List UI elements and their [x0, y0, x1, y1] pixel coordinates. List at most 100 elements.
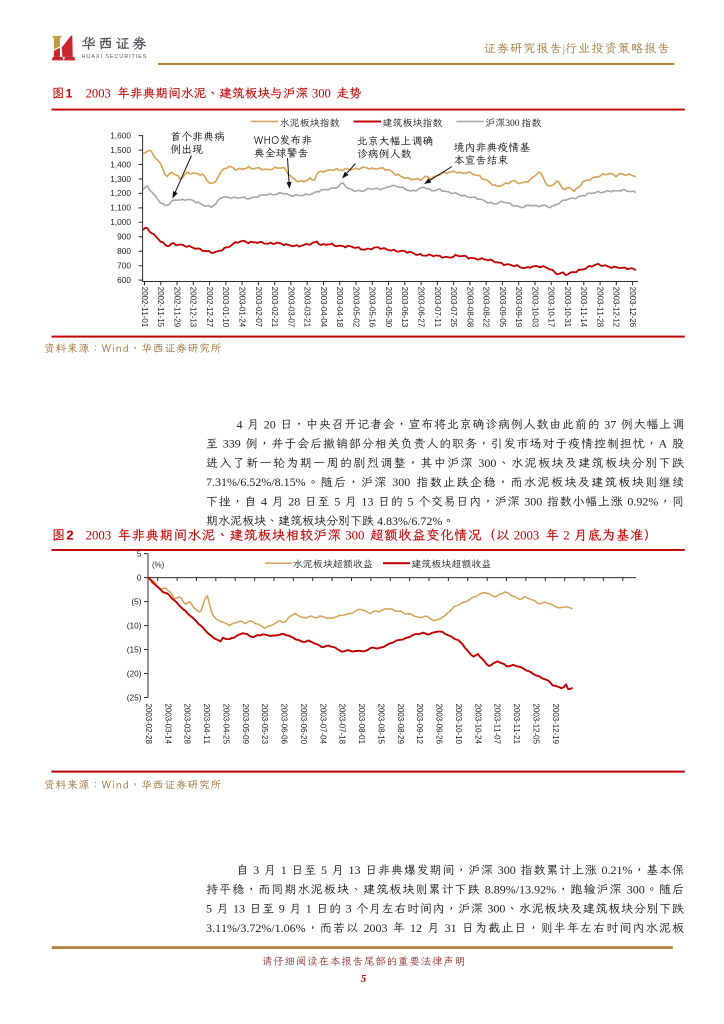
- svg-text:2003: 2003: [86, 529, 112, 543]
- svg-text:4.83%/6.72%: 4.83%/6.72%: [377, 514, 442, 528]
- svg-text:2003-01-10: 2003-01-10: [221, 287, 230, 328]
- svg-text:300: 300: [627, 882, 645, 896]
- svg-text:5: 5: [321, 863, 327, 877]
- svg-text:2003: 2003: [514, 529, 540, 543]
- svg-text:2003-03-28: 2003-03-28: [183, 704, 192, 745]
- svg-text:2003-10-31: 2003-10-31: [563, 287, 572, 327]
- svg-text:1: 1: [281, 863, 287, 877]
- svg-text:2003-08-22: 2003-08-22: [482, 287, 491, 327]
- svg-text:5: 5: [407, 495, 413, 509]
- svg-text:300: 300: [345, 529, 364, 543]
- svg-text:2003-10-17: 2003-10-17: [547, 287, 556, 327]
- svg-text:2: 2: [563, 529, 569, 543]
- svg-text:2003-07-18: 2003-07-18: [338, 704, 347, 745]
- svg-text:2003-12-19: 2003-12-19: [551, 704, 560, 745]
- svg-text:1: 1: [306, 902, 312, 916]
- svg-text:5: 5: [206, 902, 212, 916]
- svg-text:2003-05-30: 2003-05-30: [384, 287, 393, 328]
- svg-text:9: 9: [279, 902, 285, 916]
- svg-text:2003-03-14: 2003-03-14: [163, 704, 172, 745]
- svg-text:2003-08-29: 2003-08-29: [396, 704, 405, 745]
- svg-text:2003-09-19: 2003-09-19: [514, 287, 523, 328]
- svg-text:31: 31: [445, 921, 457, 935]
- svg-text:1,300: 1,300: [110, 174, 131, 184]
- svg-text:(15): (15): [127, 644, 142, 654]
- svg-text:700: 700: [117, 261, 131, 271]
- svg-text:5: 5: [361, 973, 367, 985]
- svg-text:2003-08-01: 2003-08-01: [357, 704, 366, 744]
- svg-text:2003-09-12: 2003-09-12: [415, 704, 424, 744]
- svg-text:3: 3: [346, 902, 352, 916]
- svg-text:(5): (5): [131, 597, 141, 607]
- svg-text:300: 300: [478, 456, 496, 470]
- svg-text:2003-12-12: 2003-12-12: [612, 287, 621, 327]
- svg-text:2003-11-28: 2003-11-28: [596, 287, 605, 328]
- svg-text:2: 2: [66, 528, 73, 543]
- svg-text:2002-12-13: 2002-12-13: [189, 287, 198, 328]
- svg-text:2003-06-13: 2003-06-13: [400, 287, 409, 328]
- svg-text:300: 300: [487, 902, 505, 916]
- svg-text:800: 800: [117, 246, 131, 256]
- svg-text:5: 5: [137, 549, 142, 559]
- svg-text:|: |: [563, 43, 565, 55]
- svg-text:2003-10-24: 2003-10-24: [473, 704, 482, 745]
- svg-text:300: 300: [498, 863, 516, 877]
- svg-text:600: 600: [117, 275, 131, 285]
- svg-text:1,000: 1,000: [110, 217, 131, 227]
- svg-text:2003-04-11: 2003-04-11: [202, 704, 211, 744]
- svg-text:1: 1: [66, 86, 73, 100]
- svg-text:2003-02-28: 2003-02-28: [144, 704, 153, 745]
- svg-text:20: 20: [264, 417, 276, 431]
- svg-text:2003-07-11: 2003-07-11: [433, 287, 442, 327]
- svg-text:4: 4: [237, 417, 243, 431]
- svg-text:2002-11-15: 2002-11-15: [156, 287, 165, 328]
- svg-text:4: 4: [261, 495, 267, 509]
- svg-text:2003-07-25: 2003-07-25: [449, 287, 458, 328]
- svg-text:2003-02-07: 2003-02-07: [254, 287, 263, 327]
- svg-text:300: 300: [392, 475, 410, 489]
- svg-text:13: 13: [349, 863, 361, 877]
- svg-text:(%): (%): [152, 561, 165, 570]
- svg-text:3.11%/3.72%/1.06%: 3.11%/3.72%/1.06%: [206, 921, 306, 935]
- svg-text:0.21%: 0.21%: [602, 863, 633, 877]
- svg-text:A: A: [659, 437, 668, 451]
- svg-text:2003-07-04: 2003-07-04: [318, 704, 327, 745]
- svg-text:13: 13: [361, 495, 373, 509]
- svg-text:2003-05-16: 2003-05-16: [368, 287, 377, 328]
- svg-text:1,200: 1,200: [110, 188, 131, 198]
- svg-text:8.89%/13.92%: 8.89%/13.92%: [485, 882, 556, 896]
- svg-text:0.92%: 0.92%: [627, 495, 658, 509]
- svg-text:300: 300: [505, 118, 520, 129]
- svg-text:37: 37: [604, 417, 616, 431]
- svg-text:2003-04-04: 2003-04-04: [319, 287, 328, 328]
- svg-text:2002-12-27: 2002-12-27: [205, 287, 214, 327]
- svg-text:2003-04-18: 2003-04-18: [335, 287, 344, 328]
- svg-text:2003: 2003: [86, 86, 111, 100]
- svg-text:2003-05-09: 2003-05-09: [241, 704, 250, 745]
- svg-text:7.31%/6.52%/8.15%: 7.31%/6.52%/8.15%: [206, 475, 306, 489]
- svg-text:HUAXI SECURITIES: HUAXI SECURITIES: [82, 54, 148, 60]
- svg-text:300: 300: [524, 495, 542, 509]
- svg-text:3: 3: [253, 863, 259, 877]
- svg-text:2003-10-10: 2003-10-10: [454, 704, 463, 745]
- svg-text:(10): (10): [127, 621, 142, 631]
- svg-text:1,500: 1,500: [110, 145, 131, 155]
- svg-text:12: 12: [410, 921, 422, 935]
- svg-text:2003-06-27: 2003-06-27: [417, 287, 426, 327]
- svg-text:339: 339: [223, 437, 241, 451]
- svg-text:2003-03-07: 2003-03-07: [286, 287, 295, 327]
- svg-text:2003-08-08: 2003-08-08: [465, 287, 474, 328]
- svg-text:28: 28: [288, 495, 300, 509]
- svg-text:2003-09-05: 2003-09-05: [498, 287, 507, 328]
- svg-text:0: 0: [137, 573, 142, 583]
- svg-text:2003-11-14: 2003-11-14: [579, 287, 588, 328]
- svg-text:5: 5: [334, 495, 340, 509]
- svg-text:2003-12-05: 2003-12-05: [532, 704, 541, 745]
- svg-text:2003-06-06: 2003-06-06: [280, 704, 289, 745]
- svg-text:2003-02-21: 2003-02-21: [270, 287, 279, 327]
- svg-text:13: 13: [233, 902, 245, 916]
- svg-text:2003-09-26: 2003-09-26: [435, 704, 444, 745]
- svg-text:2003-11-21: 2003-11-21: [512, 704, 521, 744]
- svg-text:1,400: 1,400: [110, 159, 131, 169]
- svg-text:2003-05-02: 2003-05-02: [351, 287, 360, 327]
